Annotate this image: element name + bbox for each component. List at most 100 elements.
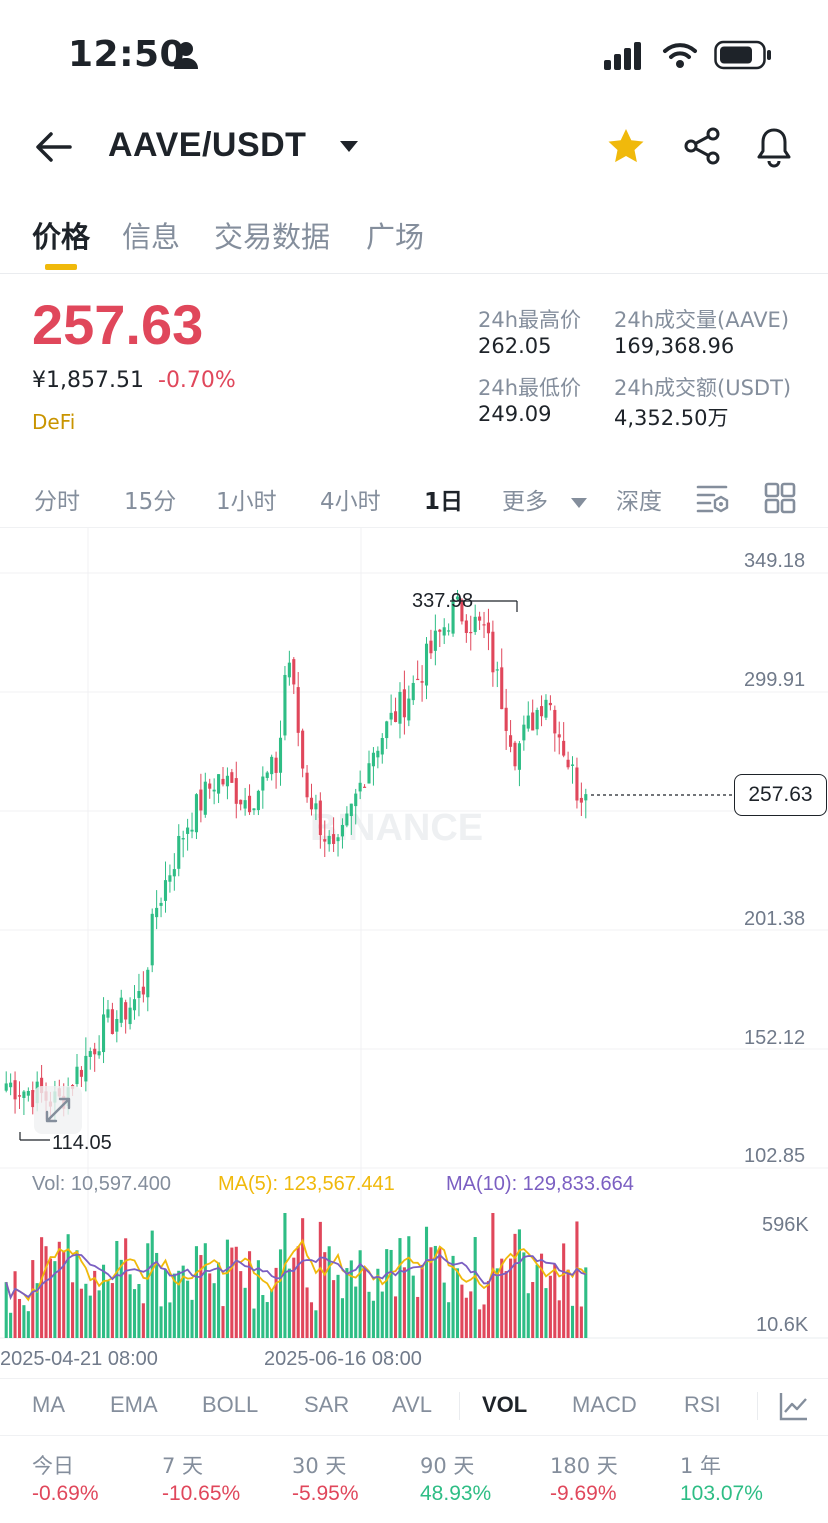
share-icon[interactable] bbox=[682, 126, 722, 170]
volume-bar bbox=[340, 1298, 345, 1338]
candle bbox=[318, 800, 322, 836]
interval-more[interactable]: 更多 bbox=[502, 489, 548, 515]
candle bbox=[513, 742, 517, 767]
candlestick-chart[interactable]: BINANCE bbox=[0, 528, 828, 1380]
volume-bar bbox=[26, 1311, 30, 1338]
volume-bar bbox=[265, 1302, 269, 1338]
interval-1d[interactable]: 1日 bbox=[424, 489, 464, 515]
volume-bar bbox=[106, 1280, 110, 1338]
candle bbox=[208, 783, 212, 789]
volume-bar bbox=[420, 1264, 424, 1338]
grid-layout-icon[interactable] bbox=[764, 482, 796, 518]
volume-bar bbox=[13, 1271, 17, 1338]
volume-bar bbox=[504, 1271, 508, 1338]
candle bbox=[522, 724, 526, 741]
volume-bar bbox=[442, 1282, 446, 1338]
indicator-settings-icon[interactable] bbox=[778, 1390, 810, 1426]
volume-bar bbox=[566, 1269, 570, 1338]
volume-bar bbox=[332, 1280, 336, 1338]
interval-15m[interactable]: 15分 bbox=[124, 489, 177, 515]
candle bbox=[110, 1009, 114, 1034]
candle bbox=[429, 640, 433, 654]
caret-down-icon[interactable] bbox=[338, 138, 360, 158]
indicator-rsi[interactable]: RSI bbox=[684, 1392, 721, 1417]
price-tick-2: 299.91 bbox=[744, 669, 806, 691]
more-caret-icon[interactable] bbox=[570, 494, 588, 513]
indicator-vol[interactable]: VOL bbox=[482, 1392, 528, 1417]
candle bbox=[371, 752, 375, 767]
perf-label: 7 天 bbox=[162, 1454, 204, 1478]
candle bbox=[464, 620, 468, 633]
volume-bar bbox=[252, 1308, 256, 1338]
candle bbox=[230, 772, 234, 783]
candle bbox=[349, 803, 353, 817]
expand-icon[interactable] bbox=[34, 1086, 82, 1134]
candle bbox=[88, 1051, 92, 1057]
volume-bar bbox=[208, 1273, 212, 1338]
indicator-ema[interactable]: EMA bbox=[110, 1392, 158, 1417]
volume-bar bbox=[115, 1240, 119, 1338]
perf-label: 1 年 bbox=[680, 1454, 722, 1478]
volume-bar bbox=[278, 1249, 283, 1338]
indicator-ma[interactable]: MA bbox=[32, 1392, 65, 1417]
volume-group bbox=[4, 1213, 588, 1338]
vol-tick-top: 596K bbox=[762, 1214, 809, 1236]
low-value: 249.09 bbox=[478, 402, 552, 426]
volume-bar bbox=[48, 1258, 53, 1338]
person-icon bbox=[172, 40, 200, 74]
candle bbox=[261, 776, 265, 791]
indicator-macd[interactable]: MACD bbox=[572, 1392, 637, 1417]
volume-bar bbox=[44, 1246, 48, 1338]
candle bbox=[539, 706, 544, 717]
tab-price[interactable]: 价格 bbox=[32, 220, 91, 254]
indicator-boll[interactable]: BOLL bbox=[202, 1392, 259, 1417]
bell-icon[interactable] bbox=[754, 126, 794, 172]
candle bbox=[323, 839, 327, 842]
candle bbox=[340, 824, 345, 837]
volume-bar bbox=[88, 1295, 92, 1338]
volume-bar bbox=[438, 1248, 442, 1338]
category-tag[interactable]: DeFi bbox=[32, 410, 76, 434]
volume-bar bbox=[274, 1267, 278, 1338]
candle bbox=[354, 793, 358, 807]
perf-value: 103.07% bbox=[680, 1482, 763, 1505]
volume-bar bbox=[128, 1274, 132, 1338]
tab-info[interactable]: 信息 bbox=[122, 220, 181, 254]
signal-icon bbox=[604, 40, 648, 74]
perf-value: -9.69% bbox=[550, 1482, 617, 1505]
candle bbox=[535, 709, 539, 730]
back-arrow-icon[interactable] bbox=[34, 130, 74, 168]
pair-title[interactable]: AAVE/USDT bbox=[108, 126, 307, 164]
candle bbox=[500, 667, 504, 710]
cny-price: ¥1,857.51 bbox=[32, 368, 144, 393]
volume-bar bbox=[301, 1218, 305, 1338]
indicator-divider bbox=[459, 1392, 460, 1420]
interval-time[interactable]: 分时 bbox=[34, 489, 80, 515]
perf-label: 30 天 bbox=[292, 1454, 347, 1478]
indicator-sar[interactable]: SAR bbox=[304, 1392, 350, 1417]
interval-4h[interactable]: 4小时 bbox=[320, 489, 381, 515]
volume-bar bbox=[358, 1250, 362, 1338]
interval-1h[interactable]: 1小时 bbox=[216, 489, 277, 515]
candle bbox=[296, 687, 300, 733]
vol-base-label: 24h成交量(AAVE) bbox=[614, 308, 790, 332]
tab-square[interactable]: 广场 bbox=[366, 220, 425, 254]
date-tick-2: 2025-06-16 08:00 bbox=[264, 1348, 422, 1370]
volume-bar bbox=[389, 1249, 393, 1338]
indicator-avl[interactable]: AVL bbox=[392, 1392, 432, 1417]
candle bbox=[385, 721, 389, 739]
candle bbox=[159, 902, 163, 906]
candle bbox=[274, 757, 278, 773]
chart-settings-icon[interactable] bbox=[696, 482, 730, 518]
candle bbox=[420, 681, 424, 683]
volume-bar bbox=[553, 1264, 557, 1338]
volume-bar bbox=[296, 1246, 300, 1338]
volume-bar bbox=[500, 1258, 504, 1338]
volume-bar bbox=[84, 1283, 88, 1338]
volume-bar bbox=[283, 1213, 287, 1338]
interval-depth[interactable]: 深度 bbox=[616, 489, 662, 515]
volume-bar bbox=[163, 1269, 168, 1338]
star-icon[interactable] bbox=[606, 126, 646, 170]
price-tick-4: 152.12 bbox=[744, 1027, 806, 1049]
tab-trading-data[interactable]: 交易数据 bbox=[214, 220, 331, 254]
